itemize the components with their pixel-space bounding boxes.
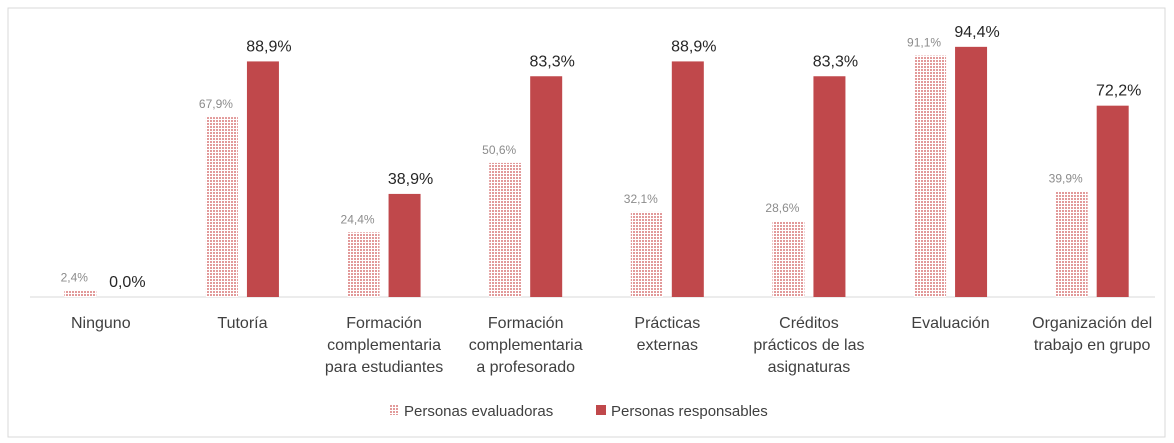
data-label: 83,3%	[530, 53, 575, 70]
bar	[64, 290, 97, 297]
data-label: 2,4%	[61, 271, 89, 285]
data-label: 32,1%	[624, 192, 658, 206]
data-label: 88,9%	[671, 38, 716, 55]
bar	[205, 117, 238, 297]
data-label: 38,9%	[388, 171, 433, 188]
legend-swatch	[596, 405, 606, 415]
legend-swatch	[389, 405, 399, 415]
data-label: 24,4%	[341, 212, 375, 226]
x-tick-label: Organización del trabajo en grupo	[1032, 315, 1153, 354]
data-label: 39,9%	[1049, 171, 1083, 185]
data-label: 91,1%	[907, 36, 941, 50]
bar	[630, 211, 663, 297]
data-label: 72,2%	[1096, 83, 1141, 100]
bar	[813, 76, 846, 297]
bar	[388, 193, 421, 297]
x-tick-label: Ninguno	[71, 315, 131, 332]
legend-label: Personas responsables	[611, 403, 768, 420]
bar	[347, 232, 380, 297]
legend-label: Personas evaluadoras	[404, 403, 553, 420]
bar	[671, 61, 704, 297]
data-label: 0,0%	[109, 274, 145, 291]
bar	[1055, 191, 1088, 297]
bar	[530, 76, 563, 297]
x-tick-label: Formación complementaria a profesorado	[468, 315, 583, 376]
bar	[955, 46, 988, 298]
data-label: 67,9%	[199, 97, 233, 111]
x-tick-label: Prácticas externas	[634, 315, 701, 354]
bar	[914, 55, 947, 298]
data-label: 88,9%	[246, 38, 291, 55]
bar	[1096, 105, 1129, 297]
data-label: 94,4%	[954, 24, 999, 41]
bar	[772, 221, 805, 297]
data-label: 50,6%	[482, 143, 516, 157]
data-label: 83,3%	[813, 53, 858, 70]
chart-border	[7, 7, 1166, 438]
bar	[246, 61, 279, 297]
x-tick-label: Créditos prácticos de las asignaturas	[753, 315, 865, 376]
bar	[489, 162, 522, 297]
x-tick-label: Evaluación	[911, 315, 990, 332]
x-tick-label: Formación complementaria para estudiante…	[324, 315, 444, 376]
data-label: 28,6%	[765, 201, 799, 215]
x-tick-label: Tutoría	[217, 315, 268, 332]
